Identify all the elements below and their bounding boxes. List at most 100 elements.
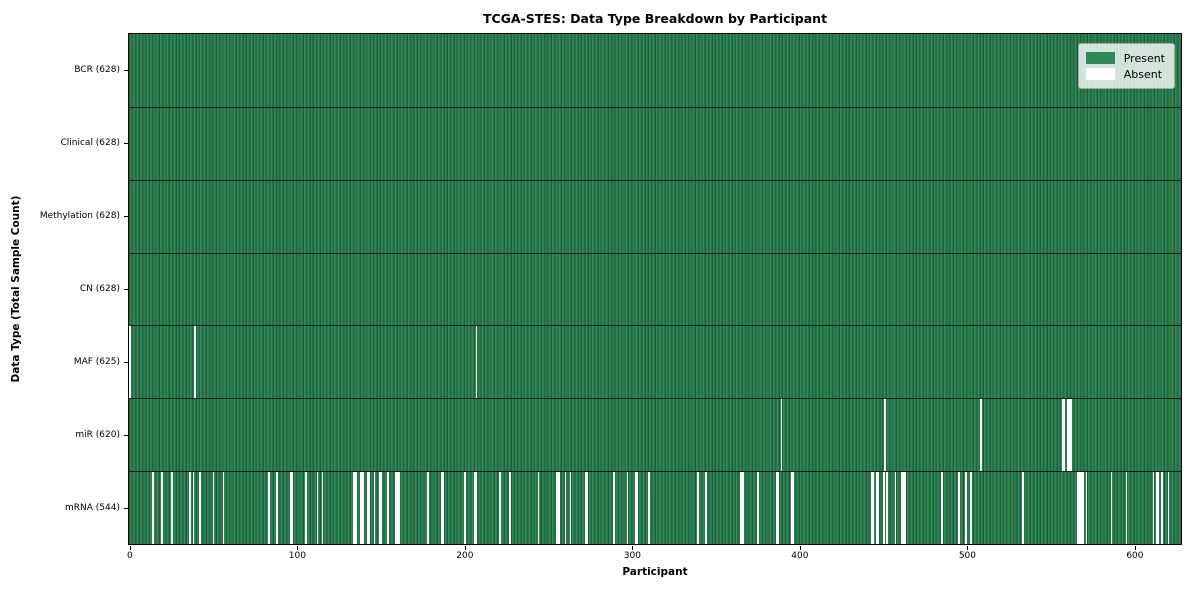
absent-stripe xyxy=(1155,471,1158,544)
absent-stripe xyxy=(1125,471,1128,544)
heatmap-row-BCR xyxy=(129,34,1181,107)
absent-stripe xyxy=(979,398,982,472)
absent-stripe xyxy=(1157,471,1160,544)
absent-stripe xyxy=(537,471,540,544)
present-swatch-icon xyxy=(1085,52,1115,64)
heatmap-row-mRNA xyxy=(129,471,1181,544)
absent-stripe xyxy=(189,471,191,544)
heatmap-row-Methylation xyxy=(129,180,1181,253)
absent-stripe xyxy=(648,471,650,544)
absent-stripe xyxy=(1062,398,1064,472)
row-separator xyxy=(129,179,1181,181)
absent-stripe xyxy=(398,471,401,544)
absent-stripe xyxy=(740,471,743,544)
absent-stripe xyxy=(636,471,639,544)
absent-stripe xyxy=(1110,471,1113,544)
heatmap-row-Clinical xyxy=(129,107,1181,180)
plot-area: Present Absent xyxy=(128,33,1182,545)
y-tick-label-MAF: MAF (625) xyxy=(73,356,120,367)
absent-stripe xyxy=(902,471,905,544)
absent-stripe xyxy=(1085,471,1088,544)
row-separator xyxy=(129,325,1181,327)
row-separator xyxy=(129,106,1181,108)
absent-stripe xyxy=(1063,398,1066,472)
absent-stripe xyxy=(586,471,588,544)
absent-stripe xyxy=(395,471,398,544)
absent-stripe xyxy=(958,471,960,544)
x-tick xyxy=(632,546,634,550)
absent-stripe xyxy=(368,471,371,544)
absent-stripe xyxy=(440,471,443,544)
x-tick-label: 500 xyxy=(958,551,976,561)
absent-stripe xyxy=(904,471,907,544)
absent-stripe xyxy=(964,471,967,544)
absent-stripe xyxy=(304,471,307,544)
absent-stripe xyxy=(353,471,356,544)
absent-stripe xyxy=(584,471,587,544)
absent-stripe xyxy=(1070,398,1073,472)
absent-stripe xyxy=(969,471,972,544)
x-tick xyxy=(129,546,131,550)
heatmap-row-MAF xyxy=(129,325,1181,399)
x-tick xyxy=(967,546,969,550)
absent-stripe xyxy=(361,471,364,544)
absent-stripe xyxy=(780,398,783,472)
y-tick xyxy=(124,289,128,290)
absent-stripe xyxy=(464,471,466,544)
absent-stripe xyxy=(876,471,878,544)
absent-stripe xyxy=(1160,471,1163,544)
absent-stripe xyxy=(199,471,202,544)
absent-stripe xyxy=(1077,471,1079,544)
y-tick-label-Clinical: Clinical (628) xyxy=(60,138,120,149)
absent-stripe xyxy=(884,398,887,472)
absent-stripe xyxy=(871,471,873,544)
absent-stripe xyxy=(877,471,880,544)
absent-stripe xyxy=(268,471,270,544)
absent-stripe xyxy=(872,471,875,544)
absent-stripe xyxy=(380,471,382,544)
y-tick-label-CN: CN (628) xyxy=(79,284,120,294)
absent-stripe xyxy=(291,471,294,544)
absent-stripe xyxy=(1152,471,1155,544)
absent-stripe xyxy=(757,471,759,544)
legend-item-absent: Absent xyxy=(1085,66,1165,82)
absent-stripe xyxy=(427,471,429,544)
absent-stripe xyxy=(882,471,885,544)
absent-stripe xyxy=(316,471,319,544)
absent-stripe xyxy=(192,471,195,544)
absent-stripe xyxy=(509,471,511,544)
absent-stripe xyxy=(170,471,173,544)
absent-stripe xyxy=(129,325,131,399)
row-separator xyxy=(129,252,1181,254)
x-tick xyxy=(1134,546,1136,550)
absent-stripe xyxy=(378,471,381,544)
absent-stripe xyxy=(790,471,793,544)
absent-stripe xyxy=(499,471,501,544)
absent-stripe xyxy=(569,471,572,544)
absent-stripe xyxy=(705,471,707,544)
absent-stripe xyxy=(1080,471,1083,544)
absent-swatch-icon xyxy=(1085,68,1115,80)
absent-stripe xyxy=(626,471,629,544)
absent-stripe xyxy=(1078,471,1081,544)
row-separator xyxy=(129,398,1181,400)
x-tick xyxy=(464,546,466,550)
absent-stripe xyxy=(475,325,478,399)
absent-stripe xyxy=(373,471,376,544)
absent-stripe xyxy=(475,471,478,544)
x-tick-label: 300 xyxy=(623,551,641,561)
y-tick-label-mRNA: mRNA (544) xyxy=(65,502,120,513)
y-tick xyxy=(124,434,128,436)
x-tick-label: 600 xyxy=(1126,551,1144,561)
absent-stripe xyxy=(366,471,369,544)
absent-stripe xyxy=(886,471,888,544)
absent-stripe xyxy=(442,471,444,544)
y-tick-label-Methylation: Methylation (628) xyxy=(39,211,120,222)
heatmap-row-CN xyxy=(129,253,1181,326)
chart-title: TCGA-STES: Data Type Breakdown by Partic… xyxy=(482,11,828,26)
absent-stripe xyxy=(321,471,324,544)
absent-stripe xyxy=(160,471,163,544)
absent-stripe xyxy=(1067,398,1069,472)
absent-stripe xyxy=(152,471,155,544)
